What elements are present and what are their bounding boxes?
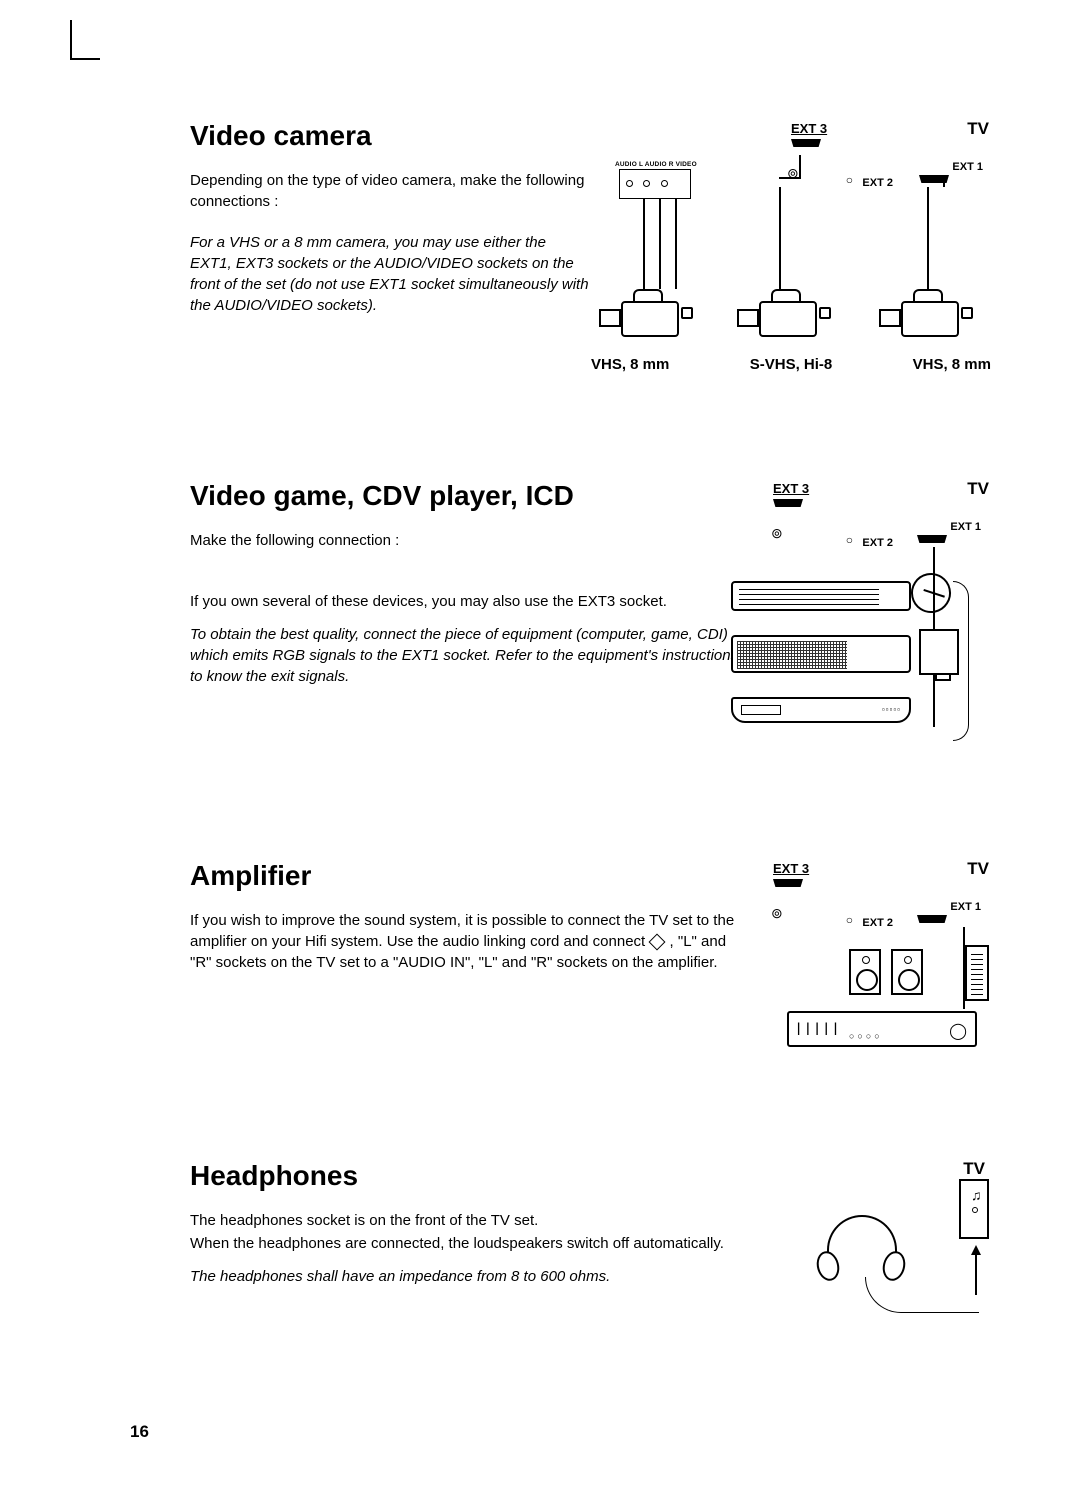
label-vhs-8mm-1: VHS, 8 mm xyxy=(591,356,669,373)
svhs-socket-icon: ⊚ xyxy=(787,165,799,182)
vg-svhs-socket-icon: ⊚ xyxy=(771,525,783,542)
video-game-intro: Make the following connection : xyxy=(190,530,610,551)
arrow-up-icon xyxy=(971,1245,981,1255)
game-console-device xyxy=(731,635,911,673)
video-camera-intro: Depending on the type of video camera, m… xyxy=(190,170,610,212)
section-amplifier: Amplifier If you wish to improve the sou… xyxy=(190,860,990,1080)
vg-ext2-circle-icon: ○ xyxy=(846,533,853,547)
section-headphones: Headphones The headphones socket is on t… xyxy=(190,1160,990,1360)
amp-ext3-scart-icon xyxy=(773,879,803,887)
amp-ext3-label: EXT 3 xyxy=(773,861,809,876)
vg-ext2-label: EXT 2 xyxy=(862,537,893,549)
vg-ext1-scart-icon xyxy=(917,535,947,543)
computer-device xyxy=(731,581,911,611)
video-camera-diagram: EXT 3 TV AUDIO L AUDIO R VIDEO EXT 1 EXT… xyxy=(590,120,990,380)
headphone-icon: ♫ xyxy=(971,1187,982,1203)
hp-tv-label: TV xyxy=(963,1159,985,1179)
headphones-diagram: TV ♫ xyxy=(820,1160,990,1340)
camera-svhs xyxy=(739,291,839,341)
section-video-camera: Video camera Depending on the type of vi… xyxy=(190,120,990,400)
amp-knob: ◯ xyxy=(949,1021,967,1041)
amplifier-diagram: EXT 3 TV ⊚ EXT 1 EXT 2 ○ ||||| ○○○○ ◯ xyxy=(730,860,990,1060)
diamond-icon xyxy=(649,934,666,951)
sat-dish-icon xyxy=(907,569,954,616)
ext1-label: EXT 1 xyxy=(952,161,983,173)
cable-2 xyxy=(659,199,661,289)
label-vhs-8mm-2: VHS, 8 mm xyxy=(913,356,991,373)
headphone-jack-panel: ♫ xyxy=(959,1179,989,1239)
video-game-diagram: EXT 3 TV ⊚ EXT 1 EXT 2 ○ ▫▫▫▫▫ xyxy=(730,480,990,760)
cable-4c xyxy=(779,177,799,179)
amplifier-unit: ||||| ○○○○ ◯ xyxy=(787,1011,977,1047)
vg-tv-label: TV xyxy=(967,479,989,499)
headphones-note: The headphones shall have an impedance f… xyxy=(190,1266,750,1287)
cable-4b xyxy=(799,155,801,179)
monitor-icon xyxy=(919,629,959,675)
amp-svhs-socket-icon: ⊚ xyxy=(771,905,783,922)
page-number: 16 xyxy=(130,1422,149,1442)
video-game-note: To obtain the best quality, connect the … xyxy=(190,624,750,687)
camera-vhs-2 xyxy=(881,291,981,341)
amp-ext1-label: EXT 1 xyxy=(950,901,981,913)
amp-ext2-circle-icon: ○ xyxy=(846,913,853,927)
ext2-label: EXT 2 xyxy=(862,177,893,189)
amp-ext1-scart-icon xyxy=(917,915,947,923)
ext2-circle-icon: ○ xyxy=(846,173,853,187)
ext3-label: EXT 3 xyxy=(791,121,827,136)
label-svhs-hi8: S-VHS, Hi-8 xyxy=(750,356,833,373)
ext3-scart-icon xyxy=(791,139,821,147)
amplifier-body: If you wish to improve the sound system,… xyxy=(190,910,750,973)
tv-label: TV xyxy=(967,119,989,139)
vg-ext1-label: EXT 1 xyxy=(950,521,981,533)
camera-bottom-labels: VHS, 8 mm S-VHS, Hi-8 VHS, 8 mm xyxy=(591,356,991,373)
headphones-drawing xyxy=(821,1211,921,1311)
amp-ext2-label: EXT 2 xyxy=(862,917,893,929)
vg-ext3-scart-icon xyxy=(773,499,803,507)
amp-slots: ||||| xyxy=(795,1021,841,1035)
speaker-right xyxy=(891,949,923,995)
cable-1 xyxy=(643,199,645,289)
headphones-body-2: When the headphones are connected, the l… xyxy=(190,1233,750,1254)
section-video-game: Video game, CDV player, ICD Make the fol… xyxy=(190,480,990,780)
video-camera-note: For a VHS or a 8 mm camera, you may use … xyxy=(190,232,590,316)
cable-5h xyxy=(927,177,943,179)
amp-tv-label: TV xyxy=(967,859,989,879)
camera-vhs-1 xyxy=(601,291,701,341)
cable-3 xyxy=(675,199,677,289)
cable-5 xyxy=(927,187,929,289)
cable-4 xyxy=(779,187,781,289)
speaker-left xyxy=(849,949,881,995)
front-av-panel xyxy=(619,169,691,199)
headphones-body-1: The headphones socket is on the front of… xyxy=(190,1210,750,1231)
video-game-body: If you own several of these devices, you… xyxy=(190,591,750,612)
page-corner-mark xyxy=(70,20,100,60)
speaker-tower xyxy=(965,945,989,1001)
amp-dots: ○○○○ xyxy=(849,1031,883,1041)
vg-ext3-label: EXT 3 xyxy=(773,481,809,496)
cable-5v xyxy=(943,177,945,187)
audio-lr-video-label: AUDIO L AUDIO R VIDEO xyxy=(615,161,697,168)
cdv-player-device: ▫▫▫▫▫ xyxy=(731,697,911,723)
